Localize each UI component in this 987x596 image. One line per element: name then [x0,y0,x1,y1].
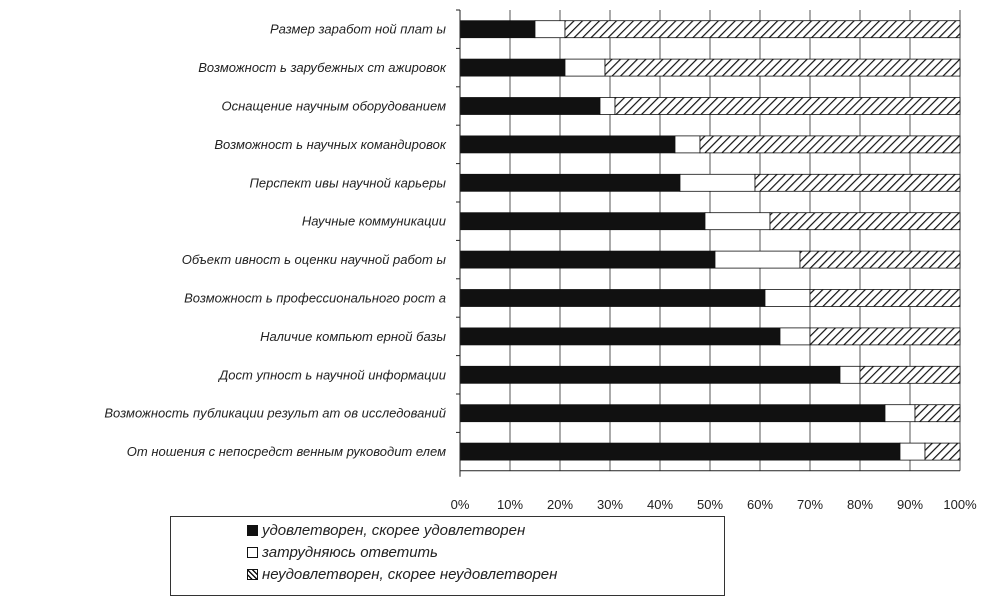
bar-segment-series-0 [459,58,566,77]
legend-swatch-hatched [247,569,258,580]
bar-segment-series-2 [604,58,961,77]
axes [456,9,960,477]
x-tick-label: 100% [943,497,977,510]
x-tick-label: 80% [847,497,873,510]
bar-segment-series-2 [809,289,961,307]
category-label: Возможност ь научных командировок [214,137,447,152]
bar-segment-series-2 [754,173,961,192]
bar-segment-series-2 [924,442,961,461]
stacked-bar-chart: Размер заработ ной плат ы Возможност ь за… [104,9,977,510]
legend-label: неудовлетворен, скорее неудовлетворен [262,566,558,583]
legend-swatch-white [247,547,258,558]
x-tick-label: 70% [797,497,823,510]
bar-segment-series-1 [779,327,811,346]
bar-segment-series-0 [459,173,681,192]
bar-segment-series-1 [839,365,861,384]
bar-segment-series-0 [459,20,536,39]
legend-label: затрудняюсь ответить [262,544,438,561]
bar-segment-series-1 [764,289,811,307]
category-label: Размер заработ ной плат ы [270,22,446,37]
x-tick-label: 50% [697,497,723,510]
x-tick-labels: 0% 10% 20% 30% 40% 50% 60% 70% 80% 90% 100% [451,497,977,510]
bar-segment-series-2 [564,20,961,39]
bar-segment-series-2 [859,365,961,384]
category-label: Возможност ь зарубежных ст ажировок [198,60,447,75]
category-label: От ношения с непосредст венным руководит… [127,444,446,459]
x-tick-label: 0% [451,497,470,510]
category-label: Возможность публикации результ ат ов исс… [104,406,446,421]
bar-segment-series-1 [599,97,616,115]
bar-segment-series-1 [714,250,801,269]
bar-segment-series-0 [459,250,716,269]
x-tick-label: 90% [897,497,923,510]
bar-segment-series-1 [674,135,701,154]
x-tick-label: 10% [497,497,523,510]
bar-segment-series-0 [459,212,706,231]
category-label: Наличие компьют ерной базы [260,329,446,344]
bar-segment-series-1 [704,212,771,231]
legend-item-undecided: затрудняюсь ответить [247,544,438,562]
category-label: Возможност ь профессионального рост а [184,291,446,306]
bar-segment-series-0 [459,135,676,154]
category-label: Объект ивност ь оценки научной работ ы [182,252,447,267]
bar-segment-series-1 [564,58,606,77]
bar-segment-series-1 [884,404,916,423]
bar-segment-series-0 [459,327,781,346]
bar-segment-series-0 [459,365,841,384]
category-label: Оснащение научным оборудованием [221,99,446,114]
bar-segment-series-1 [534,20,566,39]
x-tick-label: 20% [547,497,573,510]
legend: удовлетворен, скорее удовлетворен затруд… [170,516,725,596]
bar-segment-series-2 [699,135,961,154]
x-tick-label: 30% [597,497,623,510]
x-tick-label: 60% [747,497,773,510]
legend-item-unsatisfied: неудовлетворен, скорее неудовлетворен [247,566,557,584]
category-label: Перспект ивы научной карьеры [249,175,446,190]
legend-item-satisfied: удовлетворен, скорее удовлетворен [247,522,525,540]
bar-segment-series-1 [679,173,756,192]
grid-lines [509,10,961,471]
bar-segment-series-0 [459,442,901,461]
bar-segment-series-0 [459,289,766,307]
bar-segment-series-2 [809,327,961,346]
category-label: Научные коммуникации [302,214,446,229]
category-labels: Размер заработ ной плат ы Возможност ь за… [104,22,446,459]
x-tick-label: 40% [647,497,673,510]
legend-swatch-black [247,525,258,536]
legend-label: удовлетворен, скорее удовлетворен [262,522,526,539]
bar-segment-series-2 [614,97,961,115]
bar-segment-series-2 [914,404,961,423]
bar-segment-series-2 [799,250,961,269]
bar-segment-series-1 [899,442,926,461]
bar-segment-series-0 [459,404,886,423]
bar-segment-series-0 [459,97,601,115]
bars [459,20,961,461]
category-label: Дост упност ь научной информации [217,367,446,382]
bar-segment-series-2 [769,212,961,231]
